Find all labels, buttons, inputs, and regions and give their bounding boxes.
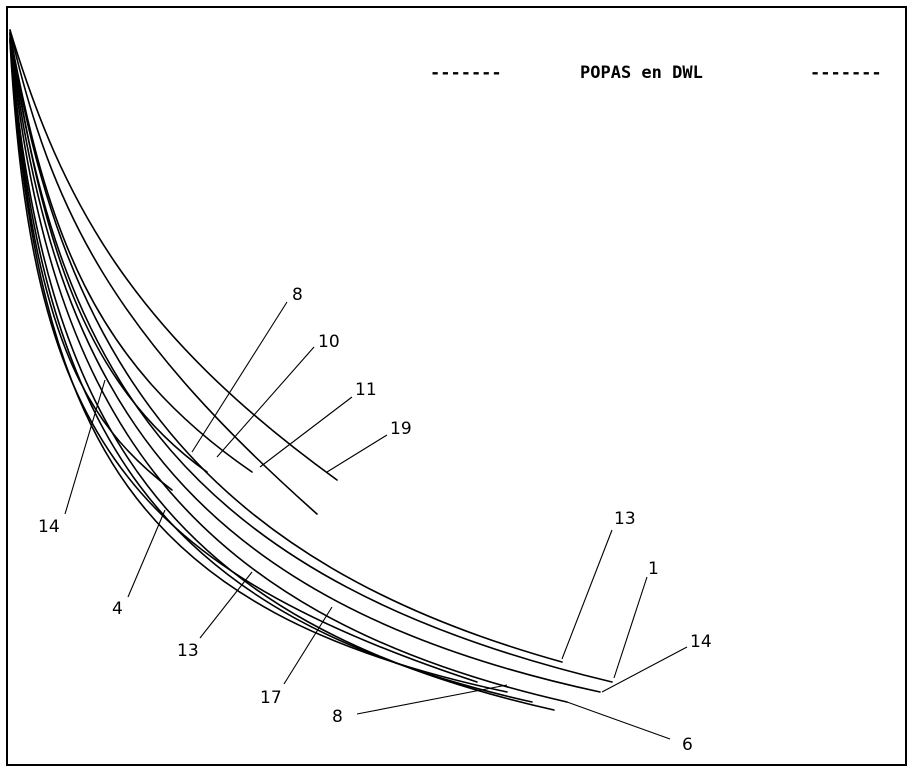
label-14-left: 14	[38, 517, 60, 537]
label-11: 11	[355, 380, 377, 400]
leader-14-left	[64, 379, 106, 515]
leader-lines	[64, 301, 688, 740]
leader-8-bottom	[356, 684, 508, 715]
curves-canvas: ------- POPAS en DWL -------	[9, 29, 882, 755]
leader-10	[216, 346, 315, 458]
title-dashes-right: -------	[810, 63, 882, 83]
leader-13-right	[561, 529, 613, 660]
leader-8-top	[191, 301, 288, 453]
curve-14-left	[9, 39, 173, 491]
label-19: 19	[390, 419, 412, 439]
title-dashes-left: -------	[430, 63, 502, 83]
leader-19	[326, 434, 388, 473]
curve-14-right	[9, 33, 601, 693]
curve-6	[9, 35, 568, 703]
label-4: 4	[112, 599, 123, 619]
curve-11	[9, 29, 318, 515]
leader-14-right	[601, 646, 688, 693]
label-8-top: 8	[292, 285, 303, 305]
curve-1	[9, 31, 613, 683]
label-14-right: 14	[690, 632, 712, 652]
curve-19	[9, 29, 338, 481]
curve-8-bottom	[9, 37, 555, 711]
curve-13-bottom	[9, 39, 508, 693]
label-17: 17	[260, 688, 282, 708]
curve-labels: 8 10 11 19 14 4 13 17 8 13 1 14 6	[38, 285, 712, 755]
curve-10	[9, 33, 253, 473]
drawing-frame: ------- POPAS en DWL -------	[6, 6, 907, 766]
label-13-bottom: 13	[177, 641, 199, 661]
label-6: 6	[682, 735, 693, 755]
leader-1	[613, 576, 648, 679]
diagram-title: POPAS en DWL	[580, 63, 703, 83]
leader-4	[127, 509, 166, 598]
curve-4	[9, 41, 478, 683]
label-8-bottom: 8	[332, 707, 343, 727]
leader-13-bottom	[199, 571, 253, 639]
label-10: 10	[318, 332, 340, 352]
curve-group	[9, 29, 613, 711]
leader-17	[283, 606, 333, 685]
leader-6	[566, 701, 671, 740]
label-1: 1	[648, 559, 659, 579]
curve-17	[9, 37, 533, 703]
leader-11	[259, 396, 353, 468]
label-13-right: 13	[614, 509, 636, 529]
curve-13-right	[9, 31, 563, 663]
